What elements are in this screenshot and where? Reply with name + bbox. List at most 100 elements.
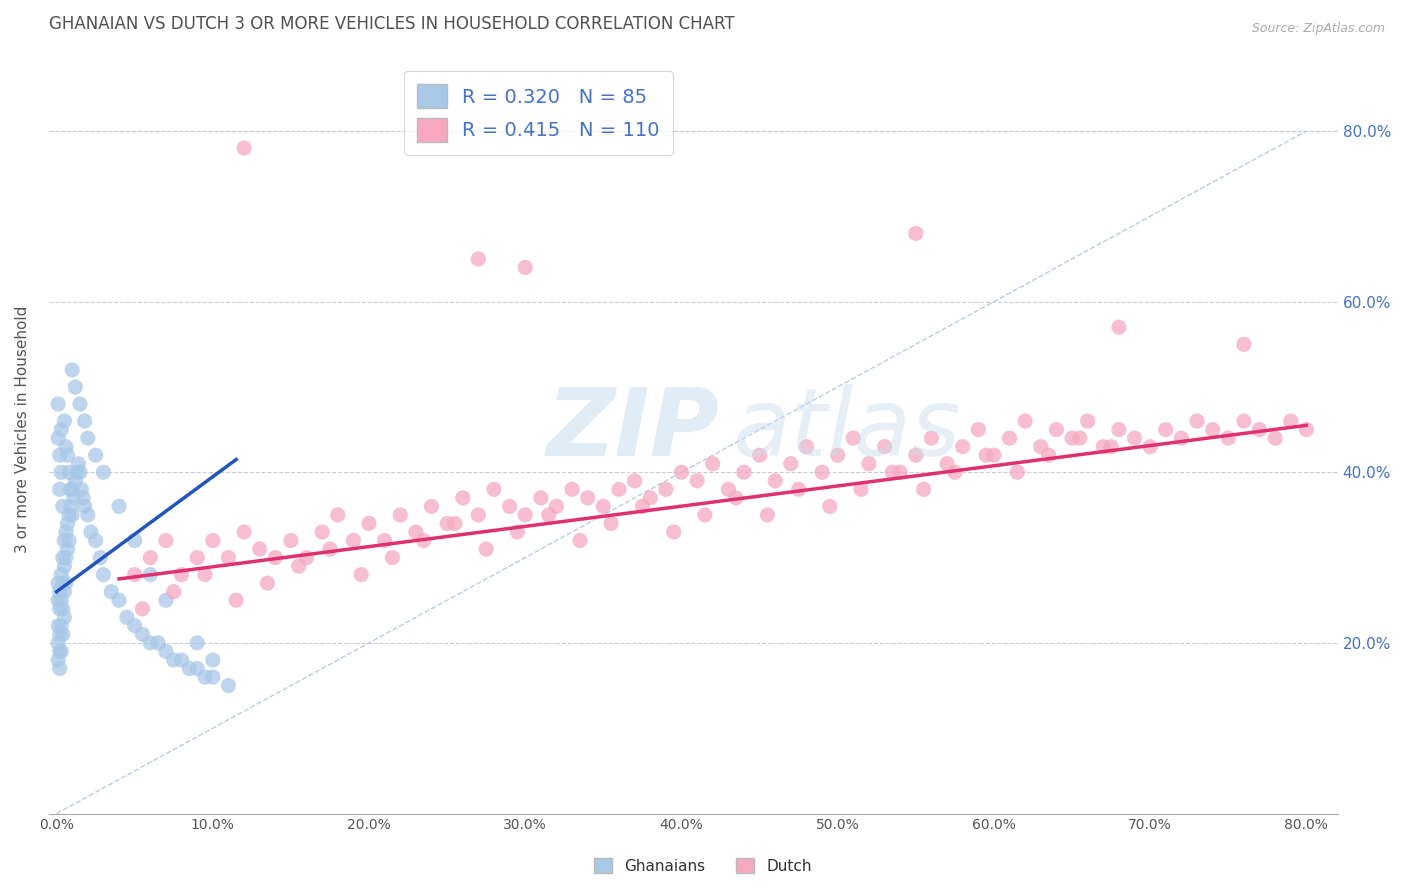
Point (76, 431, 98, 445)
Point (59, 483, 82, 497)
Y-axis label: 3 or more Vehicles in Household: 3 or more Vehicles in Household (15, 306, 30, 553)
Point (1279, 414, 1302, 428)
Point (858, 457, 880, 471)
Point (155, 593, 177, 607)
Point (787, 483, 810, 497)
Point (389, 508, 412, 522)
Point (201, 653, 224, 667)
Point (693, 508, 716, 522)
Point (1185, 414, 1208, 428)
Point (51, 593, 73, 607)
Point (467, 508, 489, 522)
Point (1069, 431, 1091, 445)
Point (537, 508, 560, 522)
Point (1077, 414, 1099, 428)
Point (952, 440, 974, 454)
Point (186, 661, 208, 675)
Point (818, 500, 841, 514)
Point (52, 550, 75, 565)
Point (56, 516, 79, 531)
Legend: R = 0.320   N = 85, R = 0.415   N = 110: R = 0.320 N = 85, R = 0.415 N = 110 (404, 70, 673, 155)
Point (53, 559, 76, 574)
Point (108, 593, 131, 607)
Point (936, 457, 959, 471)
Point (60, 483, 83, 497)
Point (139, 636, 162, 650)
Point (73, 414, 96, 428)
Point (46, 397, 69, 411)
Point (73, 500, 96, 514)
Point (194, 670, 217, 684)
Legend: Ghanaians, Dutch: Ghanaians, Dutch (588, 852, 818, 880)
Point (69, 397, 91, 411)
Point (889, 465, 911, 479)
Point (295, 550, 318, 565)
Point (1233, 414, 1256, 428)
Text: GHANAIAN VS DUTCH 3 OR MORE VEHICLES IN HOUSEHOLD CORRELATION CHART: GHANAIAN VS DUTCH 3 OR MORE VEHICLES IN … (49, 15, 734, 33)
Point (342, 533, 364, 548)
Point (60, 508, 83, 522)
Point (756, 508, 779, 522)
Point (46, 619, 69, 633)
Point (475, 542, 498, 557)
Text: Source: ZipAtlas.com: Source: ZipAtlas.com (1251, 22, 1385, 36)
Text: atlas: atlas (733, 384, 960, 475)
Point (70, 483, 93, 497)
Point (717, 483, 740, 497)
Point (155, 533, 177, 548)
Point (93, 465, 115, 479)
Point (89, 550, 111, 565)
Point (249, 542, 271, 557)
Point (655, 483, 678, 497)
Point (1060, 431, 1083, 445)
Point (1295, 423, 1317, 437)
Point (59, 500, 82, 514)
Point (311, 524, 333, 539)
Point (444, 516, 467, 531)
Point (1233, 337, 1256, 351)
Point (1139, 440, 1161, 454)
Point (763, 474, 786, 488)
Point (725, 491, 748, 505)
Point (139, 567, 162, 582)
Point (66, 465, 89, 479)
Point (51, 423, 73, 437)
Point (873, 440, 896, 454)
Point (1264, 431, 1286, 445)
Point (76, 508, 98, 522)
Point (48, 483, 70, 497)
Point (52, 576, 75, 591)
Point (662, 524, 685, 539)
Point (58, 465, 80, 479)
Point (849, 483, 872, 497)
Point (1038, 448, 1060, 462)
Point (1045, 423, 1067, 437)
Point (53, 414, 76, 428)
Point (256, 576, 278, 591)
Point (108, 500, 131, 514)
Point (1201, 423, 1223, 437)
Point (217, 679, 239, 693)
Point (326, 508, 349, 522)
Point (170, 653, 193, 667)
Point (882, 465, 904, 479)
Point (93, 567, 115, 582)
Point (357, 516, 380, 531)
Point (671, 465, 693, 479)
Point (779, 457, 801, 471)
Point (55, 576, 77, 591)
Point (139, 550, 162, 565)
Point (920, 431, 942, 445)
Point (52, 627, 75, 641)
Point (56, 542, 79, 557)
Point (201, 533, 224, 548)
Point (84, 448, 107, 462)
Point (124, 533, 146, 548)
Text: ZIP: ZIP (546, 384, 718, 475)
Point (225, 593, 247, 607)
Point (482, 483, 505, 497)
Point (146, 636, 169, 650)
Point (48, 584, 70, 599)
Point (233, 524, 256, 539)
Point (1154, 423, 1177, 437)
